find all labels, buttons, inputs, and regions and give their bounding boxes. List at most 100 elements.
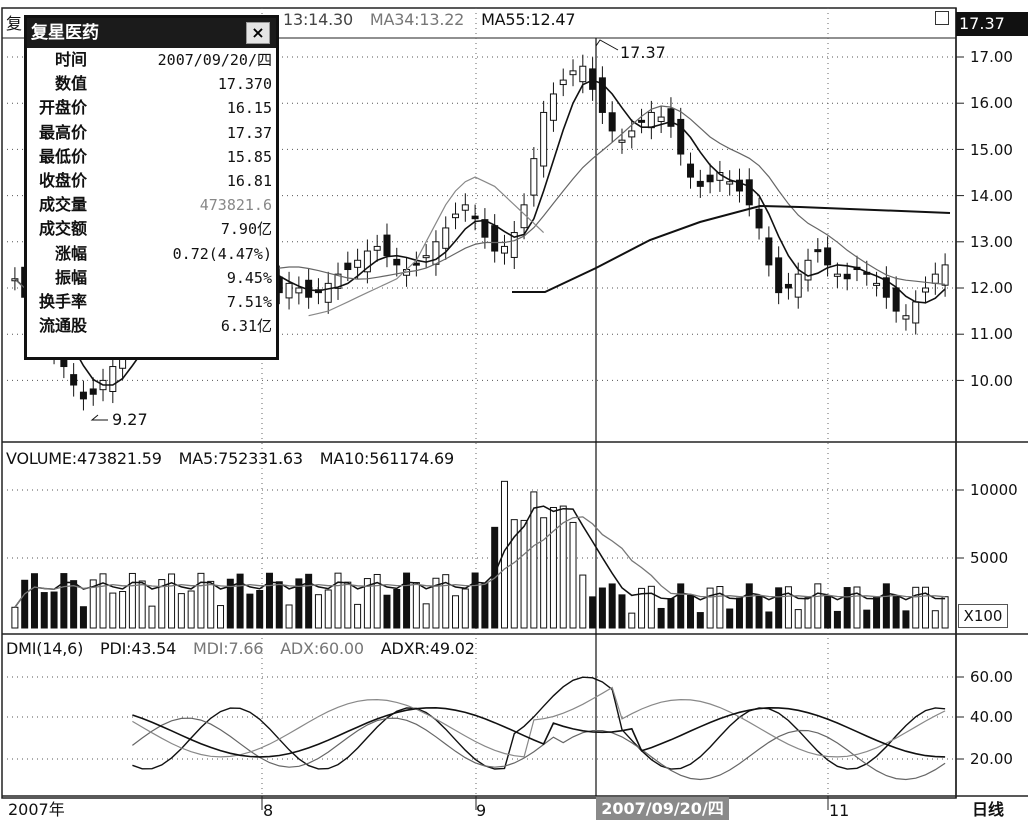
volume-bar bbox=[784, 586, 792, 629]
volume-bar bbox=[334, 572, 342, 629]
ma55-line bbox=[512, 204, 951, 293]
adxr-line bbox=[132, 706, 946, 758]
volume-bar bbox=[628, 612, 636, 629]
volume-bar bbox=[510, 519, 518, 629]
legend-ma34: MA34:13.22 bbox=[369, 10, 465, 29]
candle-body bbox=[706, 174, 714, 183]
popup-rows: 时间 2007/09/20/四 数值 17.370 开盘价 16.15 最高价 17.37 最低… bbox=[27, 48, 276, 338]
volume-bar bbox=[99, 573, 107, 629]
candle-body bbox=[873, 282, 881, 286]
candle-body bbox=[569, 70, 577, 76]
volume-bar bbox=[471, 572, 479, 629]
volume-bar bbox=[403, 572, 411, 629]
volume-bar bbox=[882, 583, 890, 629]
legend-volume: VOLUME:473821.59 bbox=[6, 449, 162, 468]
volume-bar bbox=[432, 577, 440, 629]
pdi-line bbox=[132, 676, 946, 770]
candle-body bbox=[892, 287, 900, 312]
volume-bar bbox=[657, 607, 665, 629]
popup-row-label: 收盘价 bbox=[38, 170, 87, 190]
volume-bar bbox=[344, 581, 352, 629]
volume-bar bbox=[70, 580, 78, 629]
volume-bar bbox=[177, 593, 185, 629]
candle-body bbox=[540, 111, 548, 167]
candle-body bbox=[559, 79, 567, 86]
price-axis-label: 14.00 bbox=[970, 187, 1013, 205]
candle-body bbox=[814, 249, 822, 253]
volume-bar bbox=[775, 587, 783, 629]
ma34-line bbox=[308, 176, 545, 317]
volume-bar bbox=[30, 573, 38, 629]
dmi-legend: DMI(14,6) PDI:43.54 MDI:7.66 ADX:60.00 A… bbox=[6, 639, 487, 658]
price-axis-label: 12.00 bbox=[970, 279, 1013, 297]
price-axis-label: 13.00 bbox=[970, 233, 1013, 251]
candle-body bbox=[491, 225, 499, 252]
volume-bar bbox=[109, 592, 117, 629]
volume-bar bbox=[256, 589, 264, 629]
volume-bar bbox=[246, 593, 254, 629]
volume-bar bbox=[618, 594, 626, 629]
candle-body bbox=[79, 391, 87, 400]
candle-body bbox=[667, 108, 675, 127]
candle-body bbox=[452, 213, 460, 219]
dmi-axis-label: 40.00 bbox=[970, 708, 1013, 726]
candle-body bbox=[687, 163, 695, 178]
volume-bar bbox=[79, 606, 87, 629]
dmi-axis-label: 20.00 bbox=[970, 750, 1013, 768]
candle-body bbox=[70, 374, 78, 386]
popup-title-bar[interactable]: 复星医药 × bbox=[27, 18, 276, 48]
candle-body bbox=[109, 366, 117, 393]
popup-row-label: 最高价 bbox=[38, 122, 87, 142]
candle-body bbox=[638, 119, 646, 123]
volume-bar bbox=[324, 589, 332, 629]
volume-bar bbox=[833, 610, 841, 629]
volume-bar bbox=[540, 517, 548, 629]
volume-bar bbox=[863, 609, 871, 629]
popup-row-value: 17.370 bbox=[217, 75, 272, 94]
volume-bar bbox=[912, 586, 920, 629]
candle-body bbox=[432, 241, 440, 265]
volume-bar bbox=[530, 491, 538, 629]
panel-toggle-icon[interactable] bbox=[935, 11, 949, 25]
volume-bar bbox=[549, 506, 557, 629]
volume-bar bbox=[638, 587, 646, 629]
candle-body bbox=[647, 111, 655, 129]
volume-bar bbox=[442, 574, 450, 629]
stock-title-char: 复 bbox=[6, 14, 23, 33]
volume-bar bbox=[735, 597, 743, 629]
current-price-badge: 17.37 bbox=[956, 12, 1028, 36]
candle-body bbox=[324, 282, 332, 303]
popup-row-value: 473821.6 bbox=[199, 196, 272, 215]
popup-row-value: 16.15 bbox=[226, 99, 272, 118]
volume-bar bbox=[726, 608, 734, 629]
price-axis-label: 10.00 bbox=[970, 372, 1013, 390]
volume-bar bbox=[520, 519, 528, 629]
volume-bar bbox=[40, 592, 48, 629]
candle-body bbox=[422, 255, 430, 259]
time-axis-label-year: 2007年 bbox=[8, 800, 65, 819]
popup-row: 开盘价 16.15 bbox=[27, 96, 276, 120]
time-axis-label-aug: 8 bbox=[263, 801, 274, 820]
popup-row-value: 7.90亿 bbox=[220, 220, 272, 239]
legend-adxr: ADXR:49.02 bbox=[380, 639, 475, 658]
volume-unit-badge: X100 bbox=[958, 604, 1008, 628]
volume-bar bbox=[60, 573, 68, 629]
period-label[interactable]: 日线 bbox=[972, 800, 1005, 819]
candle-body bbox=[882, 277, 890, 298]
popup-row-label: 数值 bbox=[54, 74, 87, 94]
popup-row: 流通股 6.31亿 bbox=[27, 314, 276, 338]
dmi-axis-label: 60.00 bbox=[970, 668, 1013, 686]
volume-bar bbox=[275, 581, 283, 629]
popup-row: 涨幅 0.72(4.47%) bbox=[27, 242, 276, 266]
volume-bar bbox=[119, 591, 127, 629]
volume-bar bbox=[755, 595, 763, 629]
popup-row: 成交量 473821.6 bbox=[27, 193, 276, 217]
legend-adx: ADX:60.00 bbox=[280, 639, 364, 658]
popup-row: 时间 2007/09/20/四 bbox=[27, 48, 276, 72]
popup-row-label: 最低价 bbox=[38, 146, 87, 166]
time-axis-label-nov: 11 bbox=[829, 801, 850, 820]
volume-ma5-line bbox=[14, 505, 946, 608]
candle-body bbox=[726, 181, 734, 185]
stock-info-popup[interactable]: 复星医药 × 时间 2007/09/20/四 数值 17.370 开盘价 16.15 最高价… bbox=[24, 15, 279, 360]
close-icon[interactable]: × bbox=[246, 22, 270, 44]
